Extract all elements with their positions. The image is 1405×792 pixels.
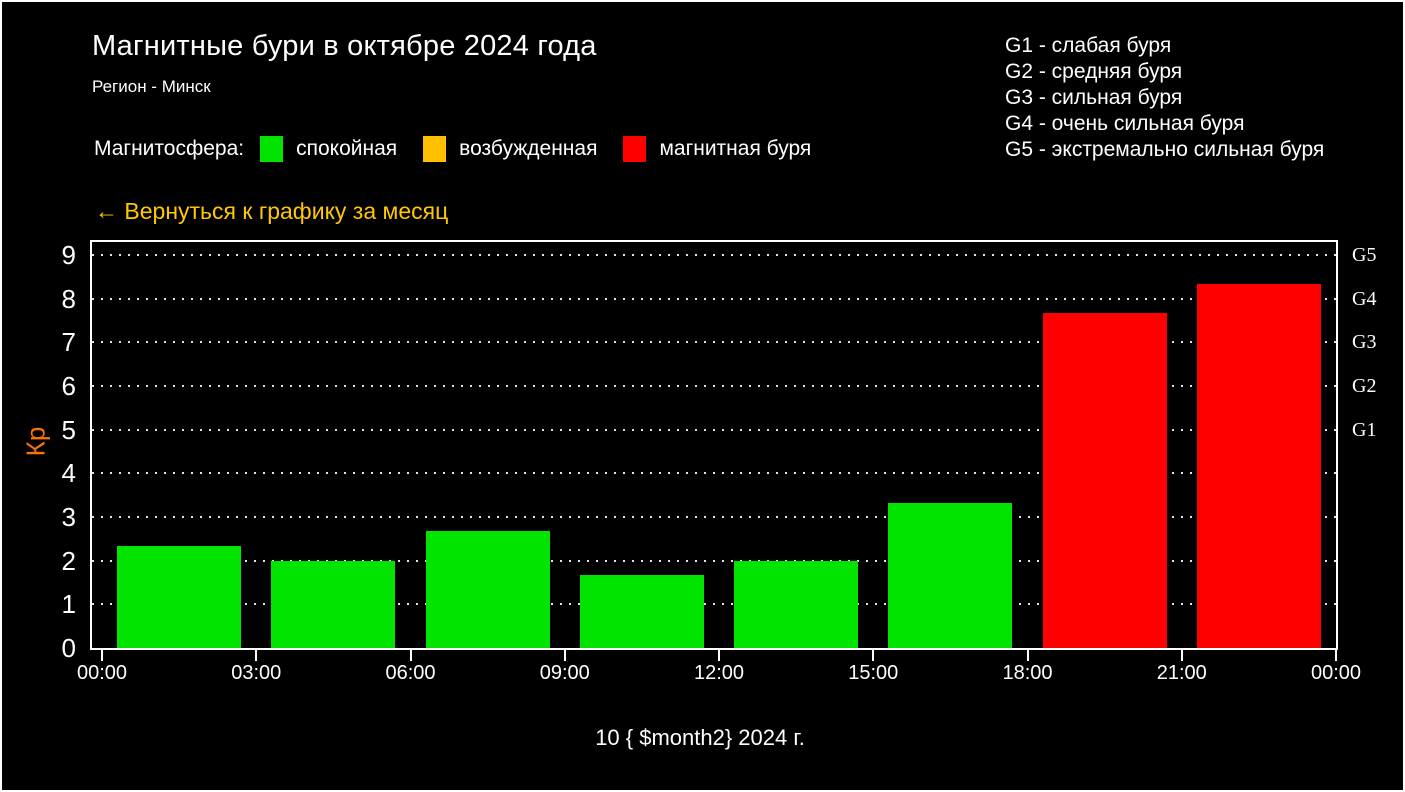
x-tick-mark (718, 650, 720, 661)
x-tick-label: 00:00 (76, 662, 128, 684)
gridline (92, 254, 1336, 257)
magnetosphere-legend: Магнитосфера: спокойная возбужденная магни… (94, 135, 837, 163)
x-tick-mark (1180, 650, 1183, 661)
storm-scale-item: G4 - очень сильная буря (1005, 112, 1245, 135)
legend-item-label: магнитная буря (659, 137, 812, 160)
x-tick-label: 15:00 (848, 662, 899, 684)
g-level-label: G3 (1352, 331, 1377, 354)
x-tick-label: 00:00 (1310, 662, 1362, 684)
x-tick-label: 12:00 (693, 662, 745, 684)
gridline (92, 516, 1336, 519)
legend-items: спокойная возбужденная магнитная буря (260, 136, 837, 162)
gridline (92, 559, 1336, 562)
y-tick-label: 4 (61, 458, 76, 489)
kp-bar[interactable] (425, 531, 550, 648)
legend-item: спокойная (260, 136, 397, 162)
gridline (92, 472, 1336, 475)
y-tick-label: 6 (61, 371, 76, 402)
x-tick-mark (255, 650, 258, 661)
x-tick-label: 18:00 (1002, 662, 1053, 684)
x-tick-mark (1335, 650, 1337, 661)
g-level-label: G4 (1352, 287, 1377, 310)
y-tick-label: 8 (61, 283, 76, 314)
y-tick-label: 5 (61, 414, 76, 445)
x-tick-label: 09:00 (539, 662, 590, 684)
y-tick-label: 0 (61, 633, 76, 663)
kp-bar[interactable] (888, 502, 1013, 648)
g-level-label: G1 (1352, 418, 1377, 441)
kp-bar[interactable] (579, 575, 704, 648)
x-tick-label: 06:00 (385, 662, 436, 684)
legend-label: Магнитосфера: (94, 137, 245, 160)
x-tick-label: 03:00 (231, 662, 282, 684)
gridline (92, 385, 1336, 388)
y-axis-title: Кр (20, 426, 51, 457)
storm-scale-item: G2 - средняя буря (1005, 60, 1183, 83)
y-tick-label: 9 (61, 240, 76, 271)
y-tick-label: 2 (61, 545, 76, 576)
x-tick-label: 21:00 (1156, 662, 1207, 684)
legend-swatch (623, 136, 647, 162)
y-tick-label: 3 (61, 502, 76, 533)
back-link[interactable]: ← Вернуться к графику за месяц (95, 198, 449, 224)
x-tick-mark (409, 650, 412, 661)
g-level-label: G5 (1352, 244, 1377, 267)
y-tick-label: 1 (61, 589, 76, 620)
kp-bar[interactable] (1196, 284, 1321, 648)
legend-swatch (423, 136, 447, 162)
plot-area (90, 240, 1338, 650)
page-title: Магнитные бури в октябре 2024 года (92, 30, 597, 62)
gridline (92, 341, 1336, 344)
gridline (92, 428, 1336, 431)
x-tick-mark (1026, 650, 1029, 661)
page-subtitle: Регион - Минск (92, 77, 211, 96)
kp-bar[interactable] (117, 546, 241, 648)
g-level-label: G2 (1352, 375, 1377, 398)
x-tick-mark (563, 650, 566, 661)
y-tick-label: 7 (61, 327, 76, 358)
kp-bar[interactable] (271, 560, 396, 648)
storm-scale-item: G1 - слабая буря (1005, 34, 1172, 57)
gridline (92, 297, 1336, 300)
x-axis-title: 10 { $month2} 2024 г. (595, 725, 805, 750)
storm-scale-item: G5 - экстремально сильная буря (1005, 138, 1325, 161)
kp-bar[interactable] (1042, 313, 1167, 648)
legend-item-label: возбужденная (459, 137, 598, 160)
gridline (92, 603, 1336, 606)
x-tick-mark (101, 650, 103, 661)
storm-scale-legend: G1 - слабая буря G2 - средняя буря G3 - си… (1005, 33, 1324, 163)
storm-scale-item: G3 - сильная буря (1005, 86, 1183, 109)
kp-bar[interactable] (734, 560, 858, 648)
x-tick-mark (872, 650, 875, 661)
legend-item: магнитная буря (623, 136, 811, 162)
legend-swatch (260, 136, 284, 162)
legend-item: возбужденная (423, 136, 597, 162)
legend-item-label: спокойная (296, 137, 398, 160)
